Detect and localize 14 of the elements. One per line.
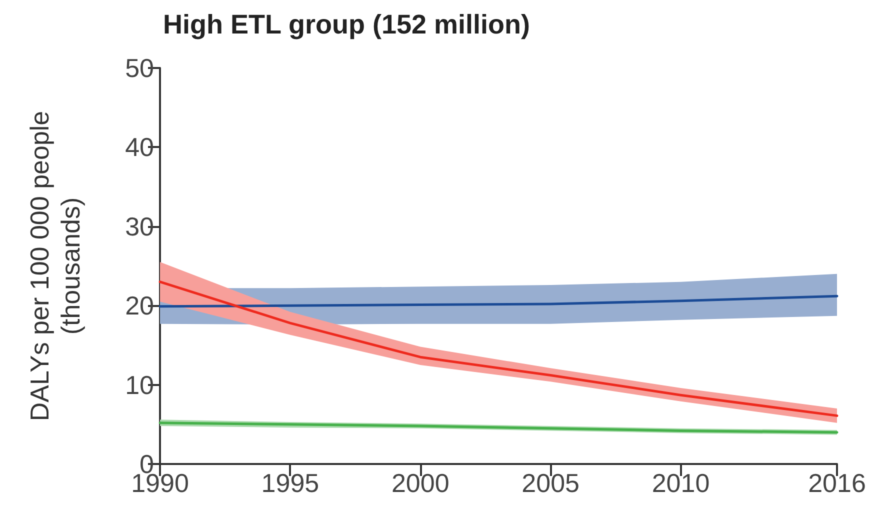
line-series (158, 280, 838, 417)
x-tick-label: 2005 (522, 468, 580, 498)
y-tick-label: 30 (125, 211, 154, 242)
x-tick-label: 2000 (391, 468, 450, 498)
x-tick-label: 2010 (652, 468, 710, 498)
line-series (158, 294, 838, 308)
y-tick-label: 10 (125, 370, 154, 400)
y-tick-label: 50 (125, 53, 154, 83)
x-tick-label: 1995 (261, 468, 320, 498)
y-axis-title: DALYs per 100 000 people (thousands) (24, 110, 86, 422)
chart-title: High ETL group (152 million) (163, 10, 530, 40)
y-tick-label: 20 (125, 290, 154, 321)
y-tick-label: 40 (125, 132, 154, 162)
x-tick-label: 2016 (808, 468, 866, 498)
